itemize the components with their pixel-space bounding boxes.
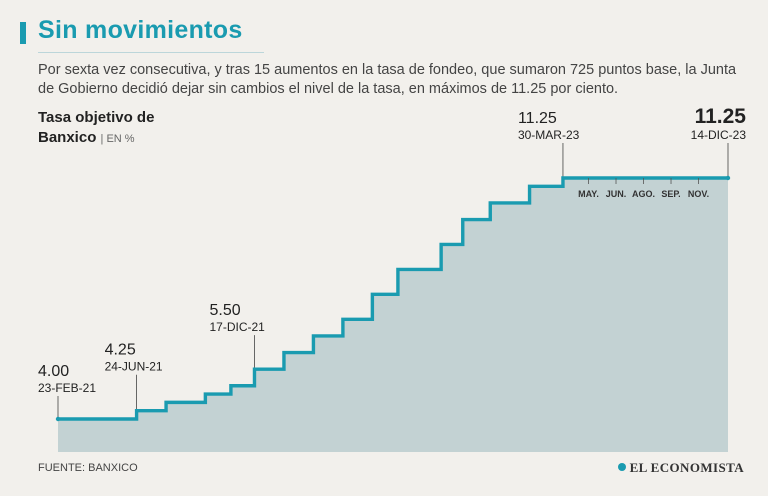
end-dot: [725, 175, 731, 181]
annotation-value: 4.00: [38, 363, 69, 380]
month-label: AGO.: [632, 189, 655, 199]
annotation-value: 4.25: [105, 342, 136, 359]
chart-title-line2: Banxico: [38, 129, 97, 146]
chart-title-line1: Tasa objetivo de: [38, 109, 155, 126]
month-label: JUN.: [606, 189, 627, 199]
subtitle: Por sexta vez consecutiva, y tras 15 aum…: [38, 62, 737, 97]
title-accent-bar: [20, 22, 26, 44]
annotation-value: 5.50: [209, 302, 240, 319]
annotation-date: 23-FEB-21: [38, 381, 96, 395]
endpoint-dots: [55, 175, 731, 422]
chart-title: Tasa objetivo de Banxico | EN %: [38, 108, 154, 149]
start-dot: [55, 416, 61, 422]
brand-dot-icon: [617, 463, 626, 471]
brand-logo: EL ECONOMISTA: [617, 460, 744, 476]
rate-area-fill: [58, 178, 728, 452]
annotation-date: 24-JUN-21: [105, 360, 163, 374]
rate-step-line: [58, 176, 728, 421]
brand-name: EL ECONOMISTA: [629, 460, 744, 475]
annotation-date: 30-MAR-23: [518, 128, 580, 142]
month-label: NOV.: [688, 189, 709, 199]
month-ticks: MAY. JUN. AGO. SEP. NOV.: [578, 178, 709, 199]
annotation-date: 14-DIC-23: [691, 128, 747, 142]
annotation-value: 11.25: [518, 110, 557, 127]
page-title: Sin movimientos: [38, 16, 243, 44]
month-label: SEP.: [661, 189, 680, 199]
annotation-leaders: [57, 143, 729, 419]
source-note: FUENTE: BANXICO: [38, 462, 138, 474]
month-label: MAY.: [578, 189, 599, 199]
annotation-date: 17-DIC-21: [209, 320, 265, 334]
title-divider: [38, 52, 264, 53]
annotation-value: 11.25: [695, 105, 747, 128]
chart-unit: | EN %: [100, 133, 135, 145]
